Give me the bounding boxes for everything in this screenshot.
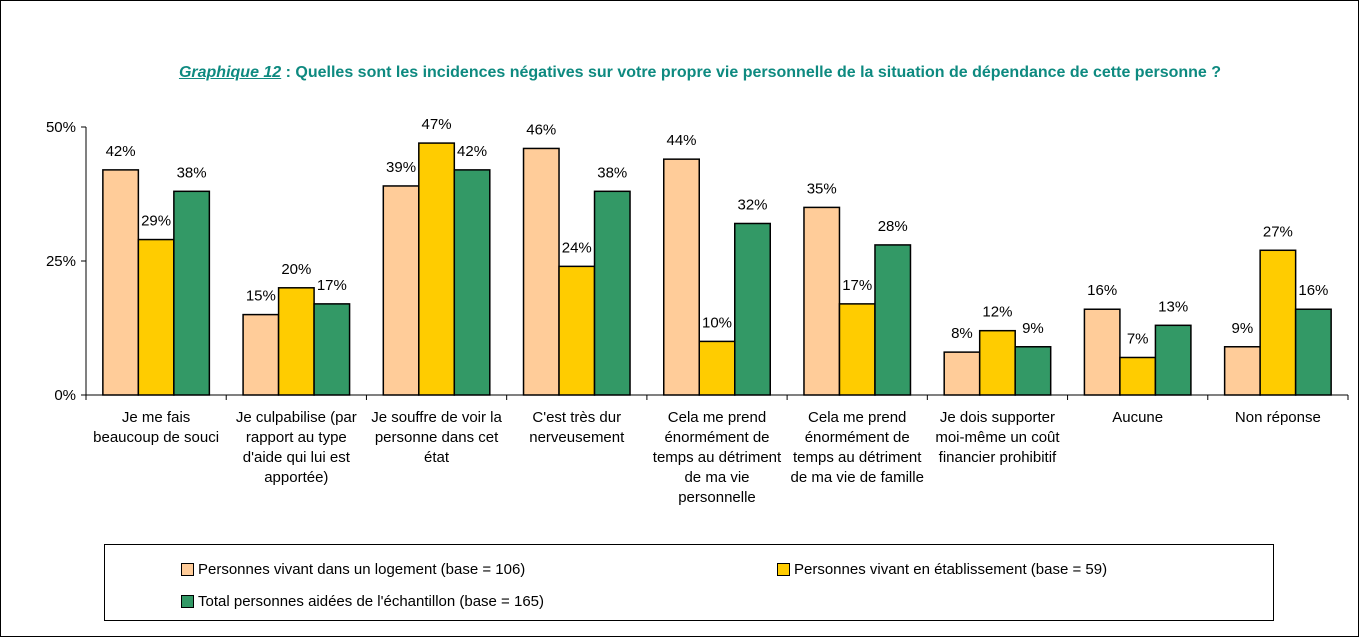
value-label: 10% — [702, 314, 732, 331]
y-tick-label: 50% — [46, 119, 76, 136]
bar — [1259, 249, 1297, 396]
bar — [1014, 346, 1052, 396]
bar — [874, 244, 912, 396]
bar — [593, 190, 631, 396]
x-tick-label: Cela me prend énormément de temps au dét… — [652, 409, 782, 506]
x-tick-label: Je dois supporter moi-même un coût finan… — [935, 409, 1060, 466]
value-label: 16% — [1087, 282, 1117, 299]
bar — [558, 265, 596, 396]
legend-item: Personnes vivant en établissement (base … — [777, 561, 1107, 578]
bar — [173, 190, 211, 396]
x-tick-label: Cela me prend énormément de temps au dét… — [790, 409, 924, 486]
value-label: 42% — [457, 143, 487, 160]
bar — [418, 142, 456, 396]
bar — [522, 147, 560, 396]
bar — [1294, 308, 1332, 396]
x-tick-label: Je culpabilise (par rapport au type d'ai… — [235, 409, 357, 486]
value-label: 7% — [1127, 330, 1149, 347]
bar — [943, 351, 981, 396]
bar — [313, 303, 351, 396]
bar — [102, 169, 140, 396]
value-label: 8% — [951, 325, 973, 342]
bar — [698, 340, 736, 396]
value-label: 35% — [807, 180, 837, 197]
legend-item: Total personnes aidées de l'échantillon … — [181, 593, 544, 610]
bar — [838, 303, 876, 396]
legend-label: Personnes vivant en établissement (base … — [794, 561, 1108, 578]
value-label: 17% — [317, 277, 347, 294]
value-label: 9% — [1022, 320, 1044, 337]
legend-swatch — [181, 595, 194, 608]
bar — [453, 169, 491, 396]
value-label: 38% — [597, 164, 627, 181]
x-tick-label: Je souffre de voir la personne dans cet … — [371, 409, 502, 466]
bar — [1154, 324, 1192, 396]
bar — [663, 158, 700, 396]
legend-swatch — [181, 563, 194, 576]
bar — [803, 206, 841, 396]
value-label: 15% — [246, 288, 276, 305]
value-label: 13% — [1158, 298, 1188, 315]
value-label: 29% — [141, 213, 171, 230]
value-label: 27% — [1263, 223, 1293, 240]
x-tick-label: Aucune — [1112, 409, 1164, 426]
value-label: 9% — [1232, 320, 1254, 337]
legend-swatch — [777, 563, 790, 576]
bar — [1083, 308, 1121, 396]
bar — [734, 222, 771, 396]
value-label: 28% — [878, 218, 908, 235]
bar — [1119, 356, 1157, 396]
value-label: 32% — [737, 196, 767, 213]
value-label: 24% — [562, 239, 592, 256]
y-tick-label: 25% — [46, 253, 76, 270]
bar — [1223, 346, 1261, 396]
value-label: 12% — [982, 304, 1012, 321]
title-ref: Graphique 12 — [178, 64, 282, 81]
value-label: 42% — [106, 143, 136, 160]
value-label: 46% — [526, 121, 556, 138]
legend: Personnes vivant dans un logement (base … — [104, 544, 1274, 621]
y-tick-label: 0% — [54, 387, 76, 404]
title-text: : Quelles sont les incidences négatives … — [281, 64, 1222, 81]
chart-title: Graphique 12 : Quelles sont les incidenc… — [150, 60, 1250, 85]
bar — [242, 313, 280, 396]
bar — [137, 238, 175, 396]
x-tick-label: C'est très dur nerveusement — [529, 409, 625, 446]
bar — [382, 185, 420, 396]
legend-label: Personnes vivant dans un logement (base … — [198, 561, 526, 578]
value-label: 16% — [1298, 282, 1328, 299]
value-label: 38% — [177, 164, 207, 181]
x-tick-label: Non réponse — [1234, 409, 1321, 426]
value-label: 39% — [386, 159, 416, 176]
x-tick-label: Je me fais beaucoup de souci — [93, 409, 220, 446]
value-label: 44% — [666, 132, 696, 149]
value-label: 47% — [422, 116, 452, 133]
legend-label: Total personnes aidées de l'échantillon … — [198, 593, 545, 610]
bar — [277, 287, 315, 396]
value-label: 17% — [842, 277, 872, 294]
value-label: 20% — [281, 261, 311, 278]
bar — [978, 329, 1016, 396]
legend-item: Personnes vivant dans un logement (base … — [181, 561, 525, 578]
